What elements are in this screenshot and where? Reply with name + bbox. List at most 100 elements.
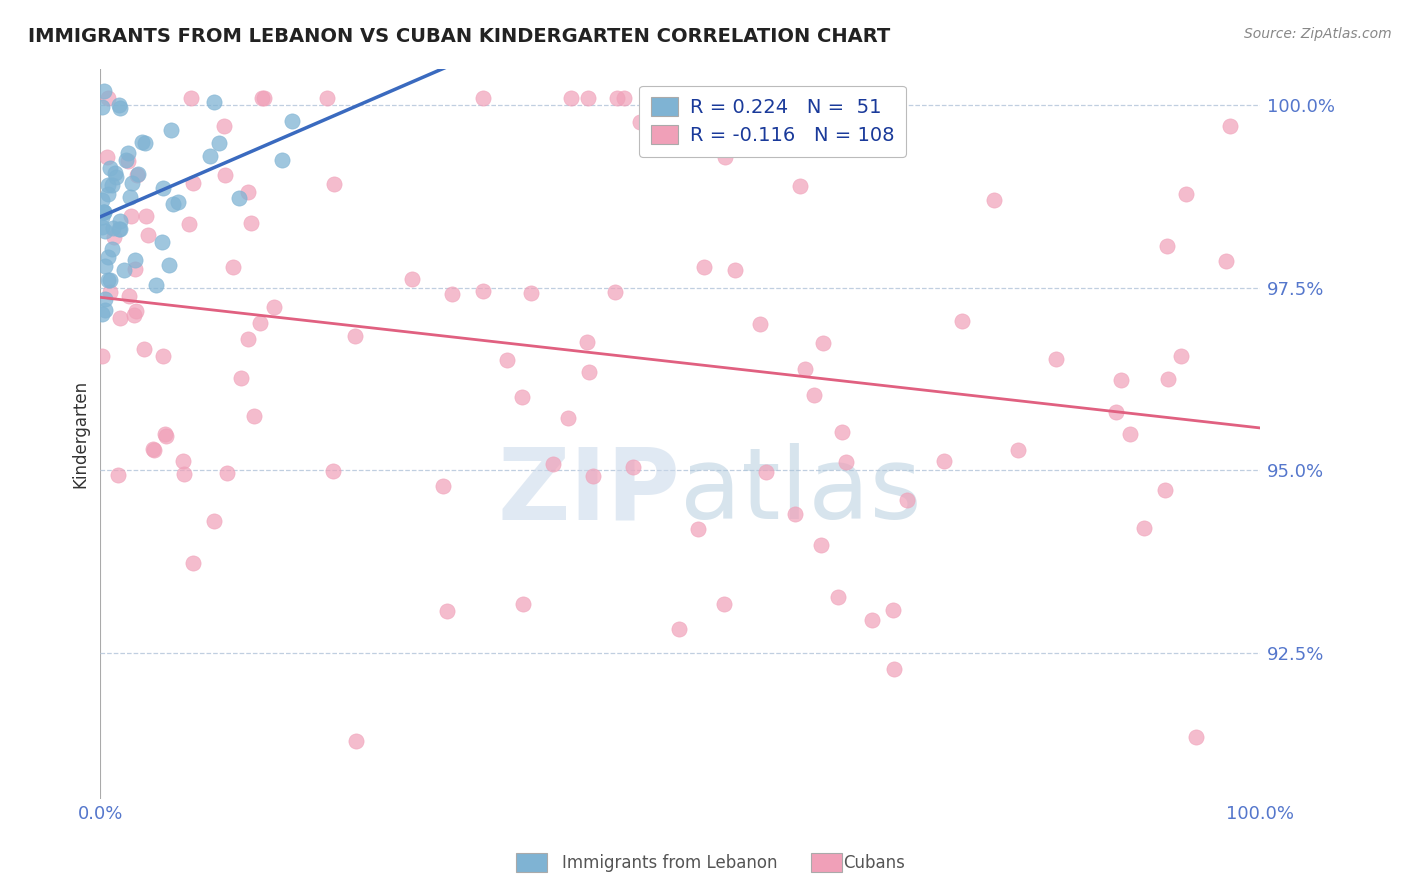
Point — [316, 91, 339, 105]
Y-axis label: Kindergarten: Kindergarten — [72, 379, 89, 488]
Point — [108, 98, 131, 112]
Point — [322, 178, 344, 192]
Point — [541, 457, 564, 471]
Point — [1157, 372, 1180, 386]
Point — [883, 662, 905, 676]
Point — [98, 161, 121, 175]
Point — [125, 304, 148, 318]
Point — [783, 508, 806, 522]
Point — [212, 119, 235, 133]
Point — [472, 91, 495, 105]
Point — [606, 91, 628, 105]
Point — [441, 286, 464, 301]
Point — [401, 272, 423, 286]
Point — [96, 150, 118, 164]
Point — [97, 178, 120, 193]
Point — [159, 122, 181, 136]
Point — [112, 263, 135, 277]
Point — [108, 222, 131, 236]
Point — [104, 166, 127, 180]
Point — [250, 91, 273, 105]
Point — [108, 214, 131, 228]
Point — [152, 349, 174, 363]
Point — [432, 479, 454, 493]
Point — [436, 604, 458, 618]
Point — [108, 310, 131, 325]
Point — [96, 273, 118, 287]
Point — [115, 153, 138, 168]
Point — [713, 598, 735, 612]
Point — [90, 100, 112, 114]
Point — [93, 224, 115, 238]
Point — [181, 557, 204, 571]
Point — [613, 91, 636, 105]
Point — [239, 216, 262, 230]
Point — [94, 259, 117, 273]
Point — [153, 426, 176, 441]
Point — [108, 101, 131, 115]
Point — [693, 260, 716, 274]
Point — [177, 217, 200, 231]
Point — [512, 597, 534, 611]
Point — [810, 539, 832, 553]
Point — [1132, 521, 1154, 535]
Point — [97, 250, 120, 264]
Point — [124, 253, 146, 268]
Point — [789, 178, 811, 193]
Point — [98, 285, 121, 300]
Point — [131, 135, 153, 149]
Point — [173, 467, 195, 481]
Point — [90, 219, 112, 234]
Point — [1104, 405, 1126, 419]
Point — [831, 425, 853, 439]
Point — [576, 335, 599, 350]
Point — [1156, 239, 1178, 253]
Text: IMMIGRANTS FROM LEBANON VS CUBAN KINDERGARTEN CORRELATION CHART: IMMIGRANTS FROM LEBANON VS CUBAN KINDERG… — [28, 27, 890, 45]
Point — [104, 169, 127, 184]
Point — [181, 176, 204, 190]
Point — [121, 177, 143, 191]
Point — [882, 603, 904, 617]
Point — [97, 91, 120, 105]
Point — [811, 335, 834, 350]
Point — [243, 409, 266, 423]
Point — [1045, 351, 1067, 366]
Point — [950, 313, 973, 327]
Point — [221, 260, 243, 274]
Point — [621, 460, 644, 475]
Point — [560, 91, 582, 105]
Point — [214, 168, 236, 182]
Point — [253, 91, 276, 105]
Point — [93, 205, 115, 219]
Point — [932, 453, 955, 467]
Point — [142, 442, 165, 456]
Point — [520, 285, 543, 300]
Point — [118, 289, 141, 303]
Point — [1119, 426, 1142, 441]
Point — [136, 228, 159, 243]
Point — [94, 303, 117, 318]
Point — [93, 205, 115, 219]
Point — [896, 492, 918, 507]
Point — [198, 148, 221, 162]
Point — [134, 136, 156, 150]
Point — [834, 454, 856, 468]
Point — [322, 464, 344, 478]
Point — [582, 469, 605, 483]
Point — [91, 307, 114, 321]
Point — [103, 230, 125, 244]
Point — [108, 222, 131, 236]
Point — [166, 195, 188, 210]
Point — [263, 300, 285, 314]
Point — [668, 122, 690, 136]
Point — [127, 167, 149, 181]
Point — [101, 220, 124, 235]
Point — [749, 317, 772, 331]
Point — [471, 284, 494, 298]
Point — [91, 350, 114, 364]
Point — [344, 734, 367, 748]
Point — [688, 522, 710, 536]
Point — [628, 114, 651, 128]
Point — [1170, 349, 1192, 363]
Point — [344, 329, 367, 343]
